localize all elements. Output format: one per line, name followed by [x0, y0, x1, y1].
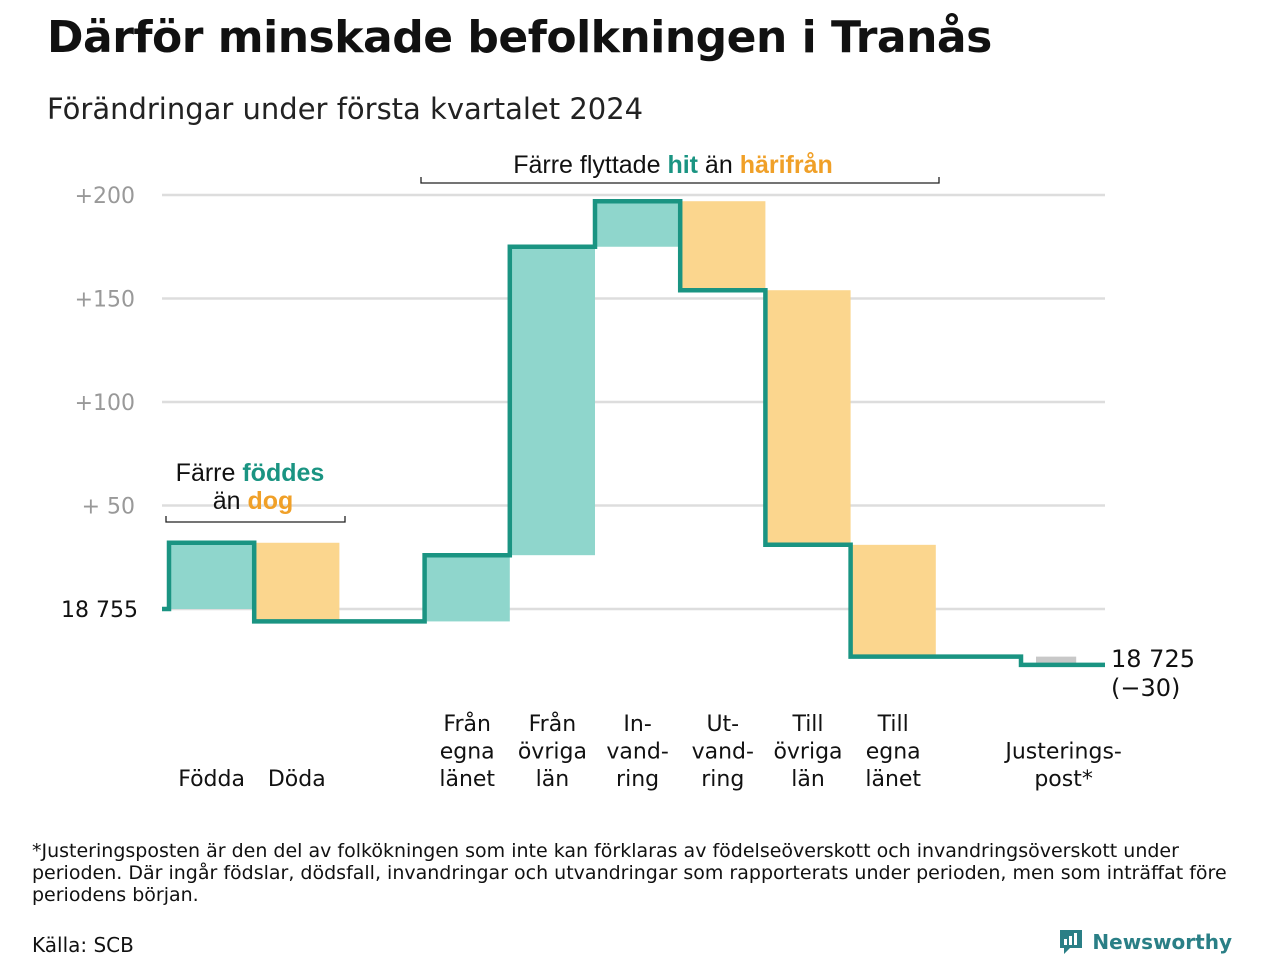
- x-tick-label: vand-: [606, 740, 668, 765]
- births-bracket: [165, 516, 346, 523]
- grid-lines: [162, 193, 1105, 611]
- x-tick-label: Från: [443, 711, 491, 737]
- y-tick-labels: 18 755 + 50 +100 +150 +200: [61, 184, 138, 623]
- migration-bracket: [420, 177, 940, 184]
- x-tick-label: län: [536, 767, 570, 792]
- y-tick-label: +200: [75, 184, 135, 209]
- chart-subtitle: Förändringar under första kvartalet 2024: [47, 92, 644, 126]
- x-tick-label: Justerings-: [1003, 740, 1122, 765]
- y-tick-label: +150: [75, 288, 135, 313]
- y-tick-label: + 50: [82, 495, 135, 520]
- x-tick-label: Födda: [178, 767, 245, 792]
- bar: [254, 542, 340, 622]
- bar: [169, 542, 255, 609]
- y-tick-label: 18 755: [61, 598, 138, 623]
- waterfall-chart: 18 755 + 50 +100 +150 +200 Födda Döda Från egna…: [61, 151, 1195, 792]
- x-tick-label: ring: [701, 767, 744, 792]
- footnote: *Justeringsposten är den del av folkökni…: [32, 840, 1227, 906]
- x-tick-label: egna: [440, 740, 495, 765]
- births-annotation-line2: än dog: [213, 487, 294, 515]
- x-tick-label: Ut-: [706, 712, 739, 737]
- births-annotation-line1: Färre föddes: [176, 459, 325, 487]
- bar: [595, 201, 681, 247]
- x-tick-label: länet: [865, 767, 921, 792]
- x-tick-label: länet: [439, 767, 495, 792]
- bar: [850, 544, 936, 657]
- x-tick-label: övriga: [773, 740, 842, 765]
- x-tick-label: övriga: [518, 740, 587, 765]
- x-tick-label: egna: [866, 740, 921, 765]
- newsworthy-logo-icon: [1060, 930, 1083, 954]
- x-tick-label: län: [791, 767, 825, 792]
- x-tick-label: ring: [616, 767, 659, 792]
- end-change-label: (−30): [1111, 674, 1180, 702]
- x-tick-label: In-: [623, 712, 651, 737]
- y-tick-label: +100: [75, 391, 135, 416]
- bar: [509, 246, 595, 556]
- bar: [765, 290, 851, 545]
- cumulative-line: [162, 198, 1105, 668]
- end-labels: 18 725(−30): [1111, 645, 1195, 702]
- migration-annotation: Färre flyttade hit än härifrån: [513, 151, 833, 179]
- bars: [169, 201, 1077, 665]
- brand: Newsworthy: [1058, 928, 1232, 956]
- x-tick-label: Döda: [268, 767, 326, 792]
- x-tick-label: Till: [791, 712, 823, 737]
- x-tick-label: Från: [529, 711, 577, 737]
- x-tick-labels: Födda DödaFrånegnalänetFrånövrigalänIn-va…: [178, 711, 1122, 792]
- end-value-label: 18 725: [1111, 645, 1195, 673]
- x-tick-label: Till: [877, 712, 909, 737]
- x-tick-label: vand-: [692, 740, 754, 765]
- source-label: Källa: SCB: [32, 933, 134, 957]
- brand-name: Newsworthy: [1092, 930, 1232, 954]
- x-tick-label: post*: [1034, 767, 1093, 792]
- step-line: [162, 198, 1105, 668]
- bar: [424, 555, 510, 622]
- chart-title: Därför minskade befolkningen i Tranås: [47, 12, 992, 63]
- bar: [1036, 656, 1077, 665]
- bar: [680, 201, 766, 291]
